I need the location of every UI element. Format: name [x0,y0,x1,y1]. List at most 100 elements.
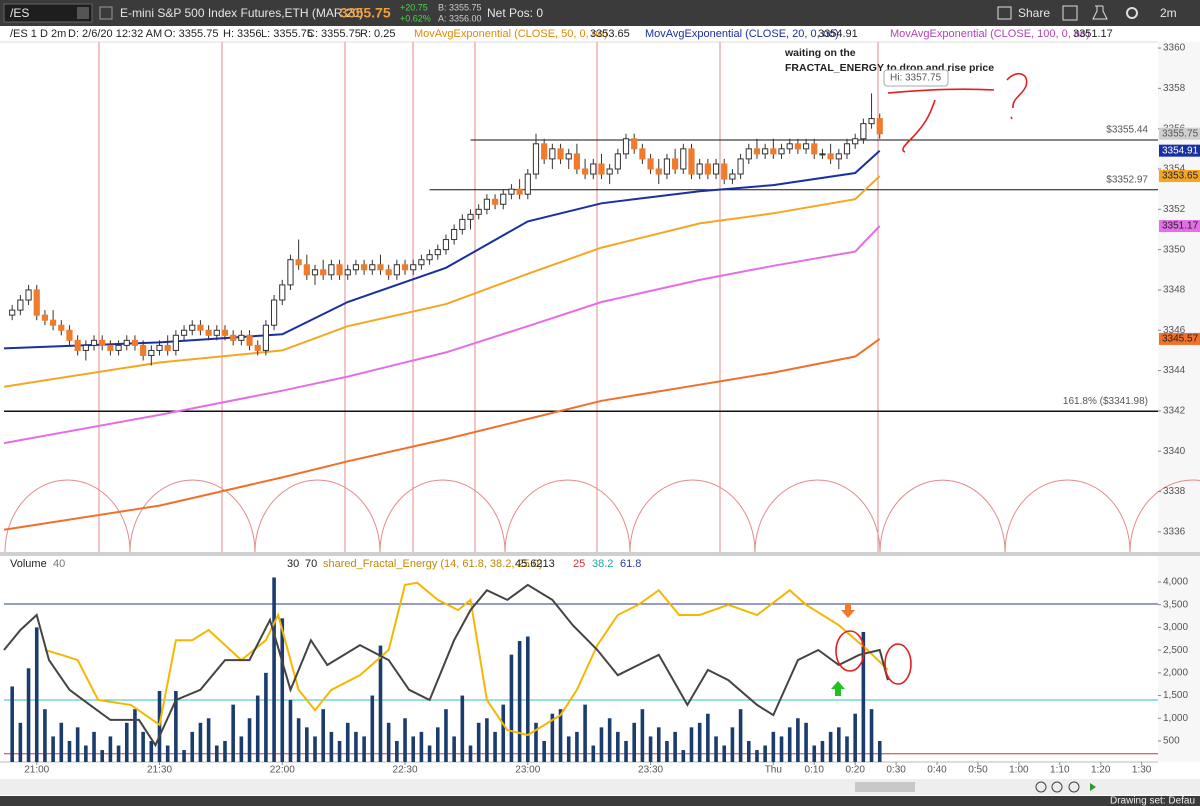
pane-separator [0,552,1200,556]
volume-bar [681,750,686,762]
x-tick-label: 1:30 [1132,765,1152,776]
drawn-question [1006,73,1028,120]
x-tick-label: 21:30 [147,765,172,776]
info-low: L: 3355.75 [261,28,313,40]
info-close: C: 3355.75 [307,28,361,40]
volume-value: 40 [53,558,65,570]
candle-body [729,173,736,180]
timeframe[interactable]: 2m [1160,6,1177,20]
level-value: 61.8 [620,558,641,570]
volume-bar [124,722,129,762]
y-tick-label: 3344 [1163,365,1186,376]
volume-bar [845,736,849,762]
share-icon[interactable] [997,6,1012,20]
net-pos: Net Pos: 0 [487,6,543,20]
candle-body [205,329,212,336]
volume-bar [296,718,301,762]
candle-body [221,329,229,336]
symbol-icon[interactable] [99,6,113,20]
play-icon[interactable] [1090,783,1096,791]
down-arrow [841,603,855,618]
drawn-line [887,88,995,94]
candle-body [336,264,343,276]
candle-body [541,143,548,160]
zoom-in[interactable] [1051,781,1063,793]
info-title: /ES 1 D 2m [10,28,66,40]
volume-bar [321,709,325,762]
volume-bar [411,736,416,762]
candle-body [90,339,98,346]
volume-bar [255,695,260,762]
volume-bar [648,736,653,762]
y-tick-label: 3,000 [1163,622,1188,633]
volume-bar [67,740,72,762]
candle-body [508,188,515,195]
change: +20.75 [400,2,428,12]
volume-bar [313,736,317,762]
study-value: 3354.91 [818,28,858,40]
candle-body [704,163,711,175]
zoom-out[interactable] [1068,781,1080,793]
candle-body [819,153,826,156]
y-tick-label: 3342 [1163,406,1186,417]
candle-body [811,143,818,155]
lab-icon[interactable] [1092,5,1108,20]
candle-body [361,264,368,271]
volume-bar [526,636,530,762]
volume-title: Volume [10,558,47,570]
candle-body [565,153,572,160]
settings-icon[interactable] [1126,7,1138,19]
candle-body [516,188,523,195]
x-tick-label: 0:40 [927,765,947,776]
volume-bar [796,718,800,762]
candle-body [50,319,57,326]
y-tick-label: 1,500 [1163,690,1188,701]
volume-bar [599,727,604,762]
x-tick-label: 21:00 [24,765,49,776]
volume-bar [165,745,170,762]
candle-body [491,198,499,205]
x-tick-label: Thu [765,765,782,776]
volume-bar [395,740,399,762]
candle-body [614,153,621,170]
info-range: R: 0.25 [360,28,395,40]
share-button[interactable]: Share [1018,6,1050,20]
volume-bar [329,731,334,762]
volume-bar [779,736,784,762]
candle-body [385,269,392,276]
volume-bar [231,704,235,762]
volume-bar [493,731,497,762]
messages-icon[interactable] [1062,5,1078,21]
symbol-dropdown[interactable] [77,7,89,19]
volume-bar [640,709,645,762]
volume-bar [43,709,47,762]
x-tick-label: 23:00 [515,765,540,776]
volume-bar [787,727,792,762]
volume-bar [157,691,162,762]
candle-body [835,153,842,160]
y-tick-label: 3358 [1163,83,1186,94]
level-label: $3352.97 [1106,174,1148,185]
volume-bar [452,736,456,762]
zoom-icon[interactable] [1035,781,1047,793]
cycle-arc [629,479,756,553]
volume-bar [853,713,857,762]
scroll-thumb[interactable] [855,782,915,792]
symbol-input[interactable] [3,3,93,23]
drawing-set[interactable]: Drawing set: Defau [1110,796,1195,806]
volume-bar [370,695,375,762]
candle-body [581,168,589,175]
scrollbar[interactable] [0,779,1200,795]
volume-bar [558,709,563,762]
candle-body [213,329,220,336]
candle-body [115,344,122,351]
volume-bar [869,709,874,762]
high-label: Hi: 3357.75 [890,73,942,84]
candle-body [180,329,188,336]
volume-bar [51,736,55,762]
candle-body [254,344,261,351]
volume-bar [485,718,489,762]
candle-body [721,163,728,180]
y-tick-label: 3360 [1163,43,1186,54]
